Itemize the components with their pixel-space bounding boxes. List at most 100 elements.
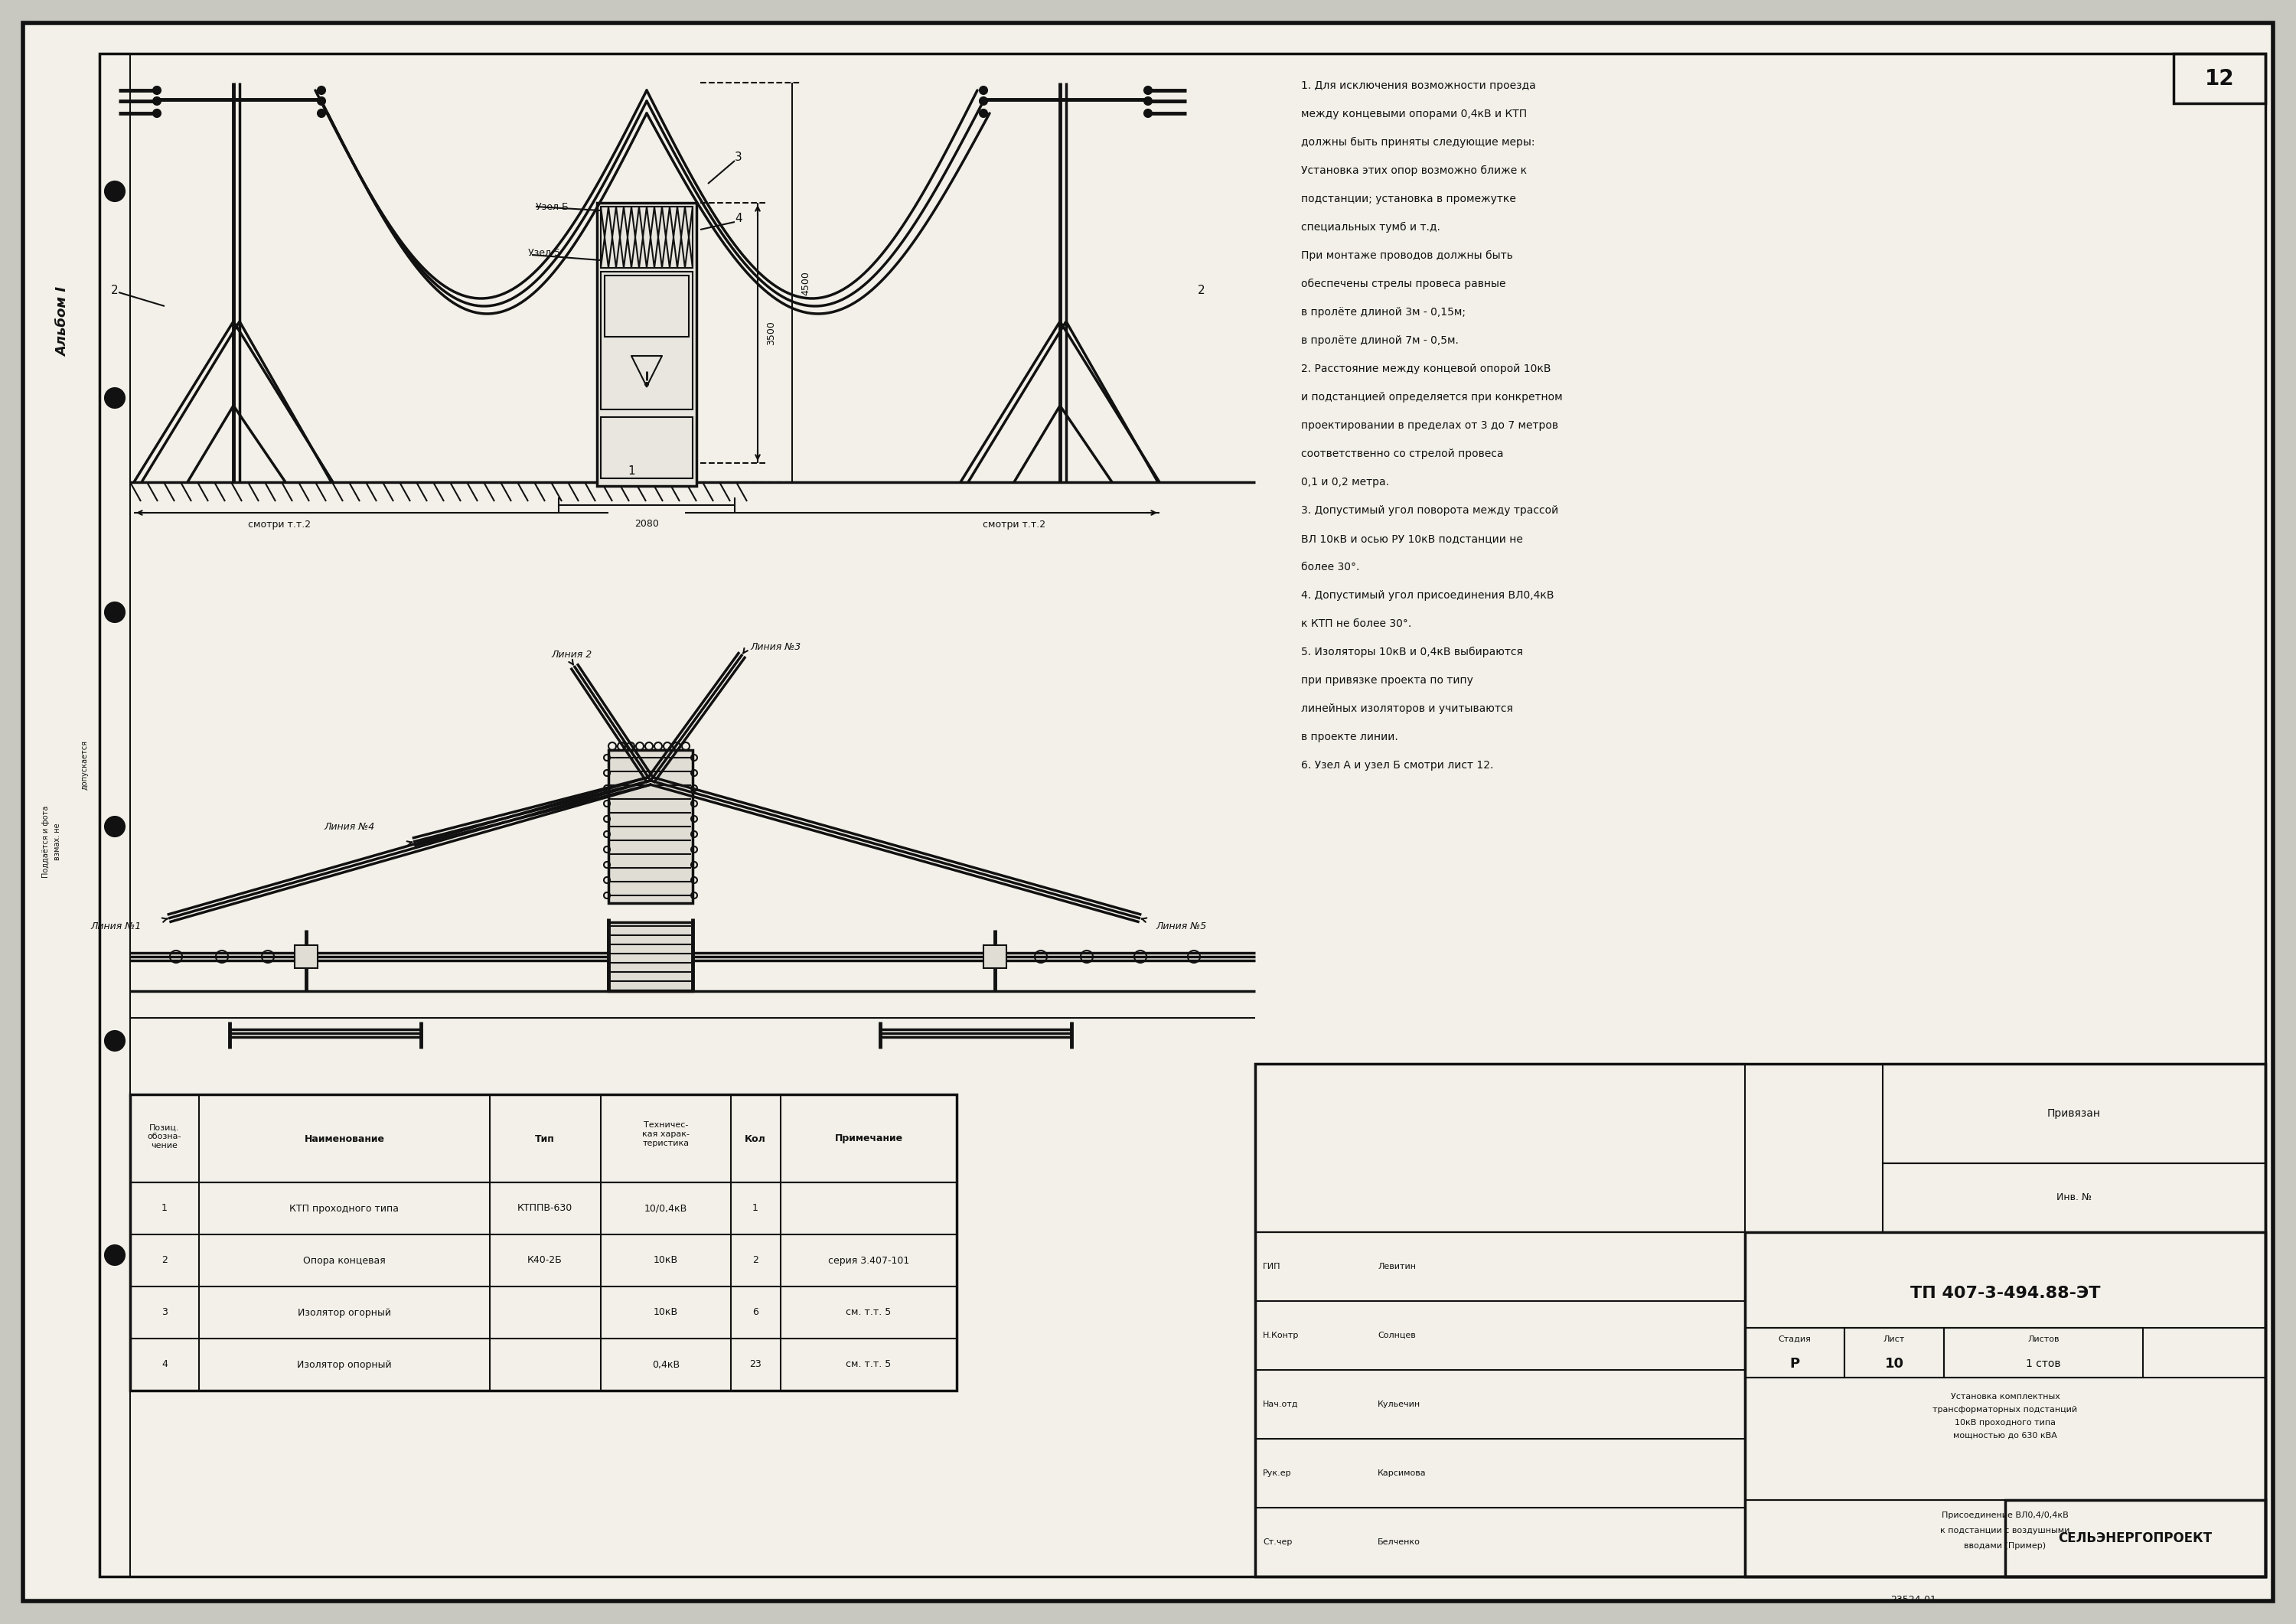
Text: 2: 2: [161, 1255, 168, 1265]
Bar: [1883, 1064, 2266, 1163]
Circle shape: [980, 109, 987, 117]
Text: 2. Расстояние между концевой опорой 10кВ: 2. Расстояние между концевой опорой 10кВ: [1302, 364, 1552, 374]
Circle shape: [106, 182, 124, 201]
Text: специальных тумб и т.д.: специальных тумб и т.д.: [1302, 222, 1440, 232]
Text: 2: 2: [753, 1255, 758, 1265]
Text: КТП проходного типа: КТП проходного типа: [289, 1203, 400, 1213]
Text: 12: 12: [2204, 68, 2234, 89]
Text: допускается: допускается: [80, 741, 87, 791]
Text: Узел 5: Узел 5: [528, 247, 560, 258]
Bar: [597, 203, 696, 486]
Circle shape: [106, 388, 124, 408]
Text: Н.Контр: Н.Контр: [1263, 1332, 1300, 1340]
Text: Листов: Листов: [2027, 1335, 2060, 1343]
Text: 3. Допустимый угол поворота между трассой: 3. Допустимый угол поворота между трассо…: [1302, 505, 1559, 516]
Circle shape: [1143, 86, 1153, 94]
Text: Инв. №: Инв. №: [2057, 1192, 2092, 1203]
Text: Р: Р: [1789, 1358, 1800, 1371]
Bar: [294, 945, 317, 968]
Circle shape: [106, 1246, 124, 1265]
Bar: [2004, 1501, 2266, 1577]
Circle shape: [317, 109, 326, 117]
Text: и подстанцией определяется при конкретном: и подстанцией определяется при конкретно…: [1302, 391, 1564, 403]
Text: серия 3.407-101: серия 3.407-101: [829, 1255, 909, 1265]
Bar: [608, 922, 693, 991]
Text: Опора концевая: Опора концевая: [303, 1255, 386, 1265]
Text: 3: 3: [161, 1307, 168, 1317]
Text: Установка комплектных: Установка комплектных: [1952, 1393, 2060, 1400]
Text: Линия №4: Линия №4: [324, 822, 374, 831]
Circle shape: [317, 97, 326, 106]
Circle shape: [154, 86, 161, 94]
Text: см. т.т. 5: см. т.т. 5: [845, 1359, 891, 1369]
Bar: [1745, 1233, 2266, 1577]
Text: Линия №3: Линия №3: [751, 641, 801, 651]
Text: Рук.ер: Рук.ер: [1263, 1470, 1293, 1478]
Circle shape: [106, 1031, 124, 1051]
Bar: [602, 206, 693, 268]
Bar: [131, 1095, 957, 1390]
Text: Кульечин: Кульечин: [1378, 1400, 1421, 1408]
Text: к КТП не более 30°.: к КТП не более 30°.: [1302, 619, 1412, 628]
Text: При монтаже проводов должны быть: При монтаже проводов должны быть: [1302, 250, 1513, 261]
Text: Линия №5: Линия №5: [1155, 921, 1205, 931]
Text: 10кВ: 10кВ: [654, 1307, 677, 1317]
Circle shape: [106, 603, 124, 622]
Text: КТППВ-630: КТППВ-630: [517, 1203, 572, 1213]
Text: 4: 4: [161, 1359, 168, 1369]
Text: Солнцев: Солнцев: [1378, 1332, 1417, 1340]
Text: Линия 2: Линия 2: [551, 650, 592, 659]
Bar: [1256, 1064, 1745, 1233]
Text: Линия №1: Линия №1: [92, 921, 142, 931]
Text: 0,1 и 0,2 метра.: 0,1 и 0,2 метра.: [1302, 477, 1389, 487]
Circle shape: [1143, 109, 1153, 117]
Bar: [1256, 1233, 1745, 1577]
Bar: [1945, 1328, 2142, 1377]
Circle shape: [317, 86, 326, 94]
Text: 2: 2: [1199, 286, 1205, 297]
Text: Тип: Тип: [535, 1134, 556, 1143]
Text: 4500: 4500: [801, 271, 810, 296]
Text: Белченко: Белченко: [1378, 1538, 1421, 1546]
Text: вводами (Пример): вводами (Пример): [1963, 1543, 2046, 1549]
Text: 10кВ проходного типа: 10кВ проходного типа: [1954, 1419, 2055, 1426]
Bar: [1883, 1163, 2266, 1233]
Circle shape: [980, 86, 987, 94]
Text: 10кВ: 10кВ: [654, 1255, 677, 1265]
Text: 1: 1: [753, 1203, 758, 1213]
Text: Позиц.
обозна-
чение: Позиц. обозна- чение: [147, 1124, 181, 1150]
Bar: [1256, 1064, 2266, 1577]
Circle shape: [980, 97, 987, 106]
Text: К40-2Б: К40-2Б: [528, 1255, 563, 1265]
Bar: [1844, 1328, 1945, 1377]
Text: Ст.чер: Ст.чер: [1263, 1538, 1293, 1546]
Text: Лист: Лист: [1883, 1335, 1906, 1343]
Text: Левитин: Левитин: [1378, 1263, 1417, 1270]
Text: Установка этих опор возможно ближе к: Установка этих опор возможно ближе к: [1302, 166, 1527, 175]
Text: Поддаётся и фота: Поддаётся и фота: [41, 806, 51, 879]
Bar: [608, 750, 693, 903]
Text: Примечание: Примечание: [833, 1134, 902, 1143]
Circle shape: [1143, 97, 1153, 106]
Text: см. т.т. 5: см. т.т. 5: [845, 1307, 891, 1317]
Text: ТП 407-3-494.88-ЭТ: ТП 407-3-494.88-ЭТ: [1910, 1286, 2101, 1301]
Text: Наименование: Наименование: [303, 1134, 383, 1143]
Bar: [1745, 1328, 1844, 1377]
Text: Привязан: Привязан: [2048, 1108, 2101, 1119]
Text: 10/0,4кВ: 10/0,4кВ: [645, 1203, 687, 1213]
Text: ВЛ 10кВ и осью РУ 10кВ подстанции не: ВЛ 10кВ и осью РУ 10кВ подстанции не: [1302, 533, 1522, 544]
Text: Присоединение ВЛ0,4/0,4кВ: Присоединение ВЛ0,4/0,4кВ: [1942, 1512, 2069, 1518]
Text: 23524-01: 23524-01: [1890, 1595, 1936, 1605]
Text: 2: 2: [110, 286, 119, 297]
Text: в пролёте длиной 3м - 0,15м;: в пролёте длиной 3м - 0,15м;: [1302, 307, 1465, 318]
Text: 4: 4: [735, 213, 742, 224]
Circle shape: [645, 383, 647, 387]
Text: Изолятор опорный: Изолятор опорный: [296, 1359, 393, 1369]
Bar: [99, 54, 131, 1577]
Text: 2080: 2080: [634, 520, 659, 529]
Text: ГИП: ГИП: [1263, 1263, 1281, 1270]
Text: 6: 6: [753, 1307, 758, 1317]
Text: 1. Для исключения возможности проезда: 1. Для исключения возможности проезда: [1302, 80, 1536, 91]
Text: Техничес-
кая харак-
теристика: Техничес- кая харак- теристика: [643, 1122, 689, 1147]
Text: Изолятор огорный: Изолятор огорный: [298, 1307, 390, 1317]
